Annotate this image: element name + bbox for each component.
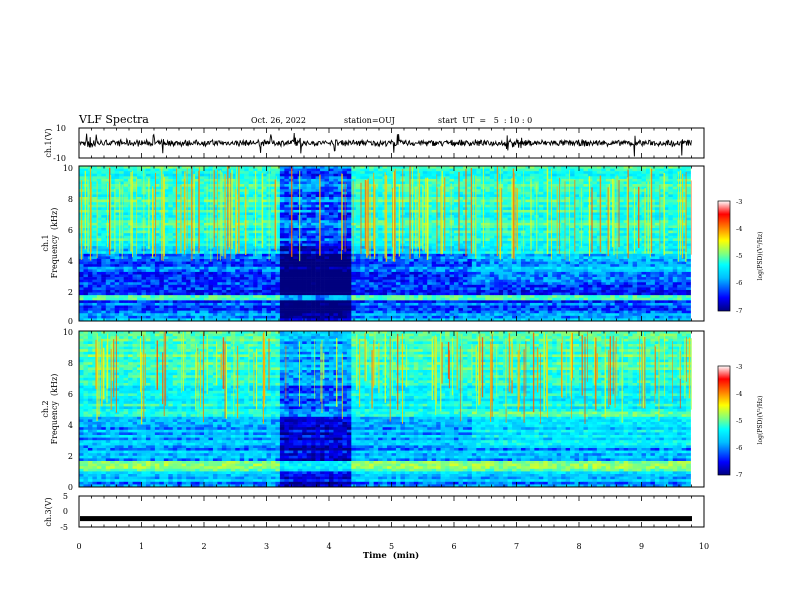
ch1-spectrogram-ylabel-channel: ch.1 (41, 234, 50, 251)
ch2-colorbar-tick-m4: -4 (736, 390, 742, 398)
ch1-ytick-2: 2 (68, 288, 73, 297)
time-ticks (78, 128, 705, 527)
ch2-spectrogram-yticks: 0 2 4 6 8 10 (63, 328, 73, 492)
start-ut-label: start UT = 5 : 10 : 0 (438, 116, 532, 125)
xtick-3: 3 (264, 542, 269, 551)
ch2-colorbar-tick-m3: -3 (736, 363, 742, 371)
xtick-0: 0 (76, 542, 81, 551)
xtick-2: 2 (201, 542, 206, 551)
ch1-waveform-panel: 10 -10 ch.1(V) (44, 124, 705, 163)
station-label: station=OUJ (344, 116, 395, 125)
ch2-spectrogram-ylabel-frequency: Frequency (kHz) (50, 374, 59, 445)
ch1-colorbar-label: log(PSD)(V²/Hz) (757, 232, 764, 281)
ch1-colorbar-tick-m6: -6 (736, 279, 742, 287)
xtick-8: 8 (576, 542, 581, 551)
xtick-5: 5 (389, 542, 394, 551)
ch2-colorbar-tick-m7: -7 (736, 471, 742, 479)
ch2-colorbar: -3 -4 -5 -6 -7 log(PSD)(V²/Hz) (717, 363, 764, 479)
ch1-ylabel: ch.1(V) (44, 128, 53, 157)
xtick-7: 7 (514, 542, 519, 551)
ch2-colorbar-gradient (717, 365, 731, 476)
ch3-trace (80, 516, 692, 522)
ch2-ytick-0: 0 (68, 483, 73, 492)
ch1-trace (79, 132, 692, 157)
ch3-ytick-bottom: -5 (60, 523, 68, 532)
ch3-waveform-panel: 5 0 -5 ch.3(V) (44, 492, 705, 532)
ch1-spectrogram-yticks: 0 2 4 6 8 10 (63, 164, 73, 326)
ch2-colorbar-label: log(PSD)(V²/Hz) (757, 396, 764, 445)
ch2-ytick-6: 6 (68, 390, 73, 399)
ch1-colorbar-gradient (717, 200, 731, 312)
ch2-spectrogram-panel: 0 2 4 6 8 10 ch.2 Frequency (kHz) -3 -4 … (41, 328, 764, 492)
ch2-ytick-4: 4 (68, 421, 73, 430)
ch1-colorbar-tick-m4: -4 (736, 225, 742, 233)
xtick-9: 9 (639, 542, 644, 551)
ch1-colorbar-tick-m3: -3 (736, 198, 742, 206)
xtick-10: 10 (699, 542, 709, 551)
ch1-ytick-bottom: -10 (53, 154, 66, 163)
figure-title: VLF Spectra (78, 113, 149, 126)
ch3-ylabel: ch.3(V) (44, 497, 53, 526)
ch1-colorbar-tick-m7: -7 (736, 307, 742, 315)
ch1-colorbar: -3 -4 -5 -6 -7 log(PSD)(V²/Hz) (717, 198, 764, 315)
ch1-ytick-10: 10 (63, 164, 73, 173)
x-axis-label: Time (min) (363, 550, 419, 561)
ch1-ytick-4: 4 (68, 257, 73, 266)
ch1-ytick-top: 10 (56, 124, 66, 133)
ch1-ytick-6: 6 (68, 226, 73, 235)
ch2-spectrogram-ylabel-channel: ch.2 (41, 400, 50, 417)
xtick-1: 1 (139, 542, 144, 551)
ch3-ytick-top: 5 (63, 492, 68, 501)
ch2-ytick-2: 2 (68, 452, 73, 461)
ch1-ytick-0: 0 (68, 317, 73, 326)
ch2-colorbar-tick-m6: -6 (736, 444, 742, 452)
ch2-ytick-10: 10 (63, 328, 73, 337)
ch1-spectrogram (79, 166, 692, 322)
xtick-4: 4 (326, 542, 331, 551)
ch2-spectrogram (79, 331, 692, 488)
date-label: Oct. 26, 2022 (251, 116, 306, 125)
x-axis: 0 1 2 3 4 5 6 7 8 9 10 Time (min) (76, 542, 709, 561)
ch1-ytick-8: 8 (68, 195, 73, 204)
ch1-colorbar-tick-m5: -5 (736, 252, 742, 260)
ch2-colorbar-tick-m5: -5 (736, 417, 742, 425)
ch1-spectrogram-ylabel-frequency: Frequency (kHz) (50, 208, 59, 279)
xtick-6: 6 (451, 542, 456, 551)
ch3-ytick-mid: 0 (63, 507, 68, 516)
ch1-spectrogram-panel: 0 2 4 6 8 10 ch.1 Frequency (kHz) -3 -4 … (41, 164, 764, 326)
ch2-ytick-8: 8 (68, 359, 73, 368)
